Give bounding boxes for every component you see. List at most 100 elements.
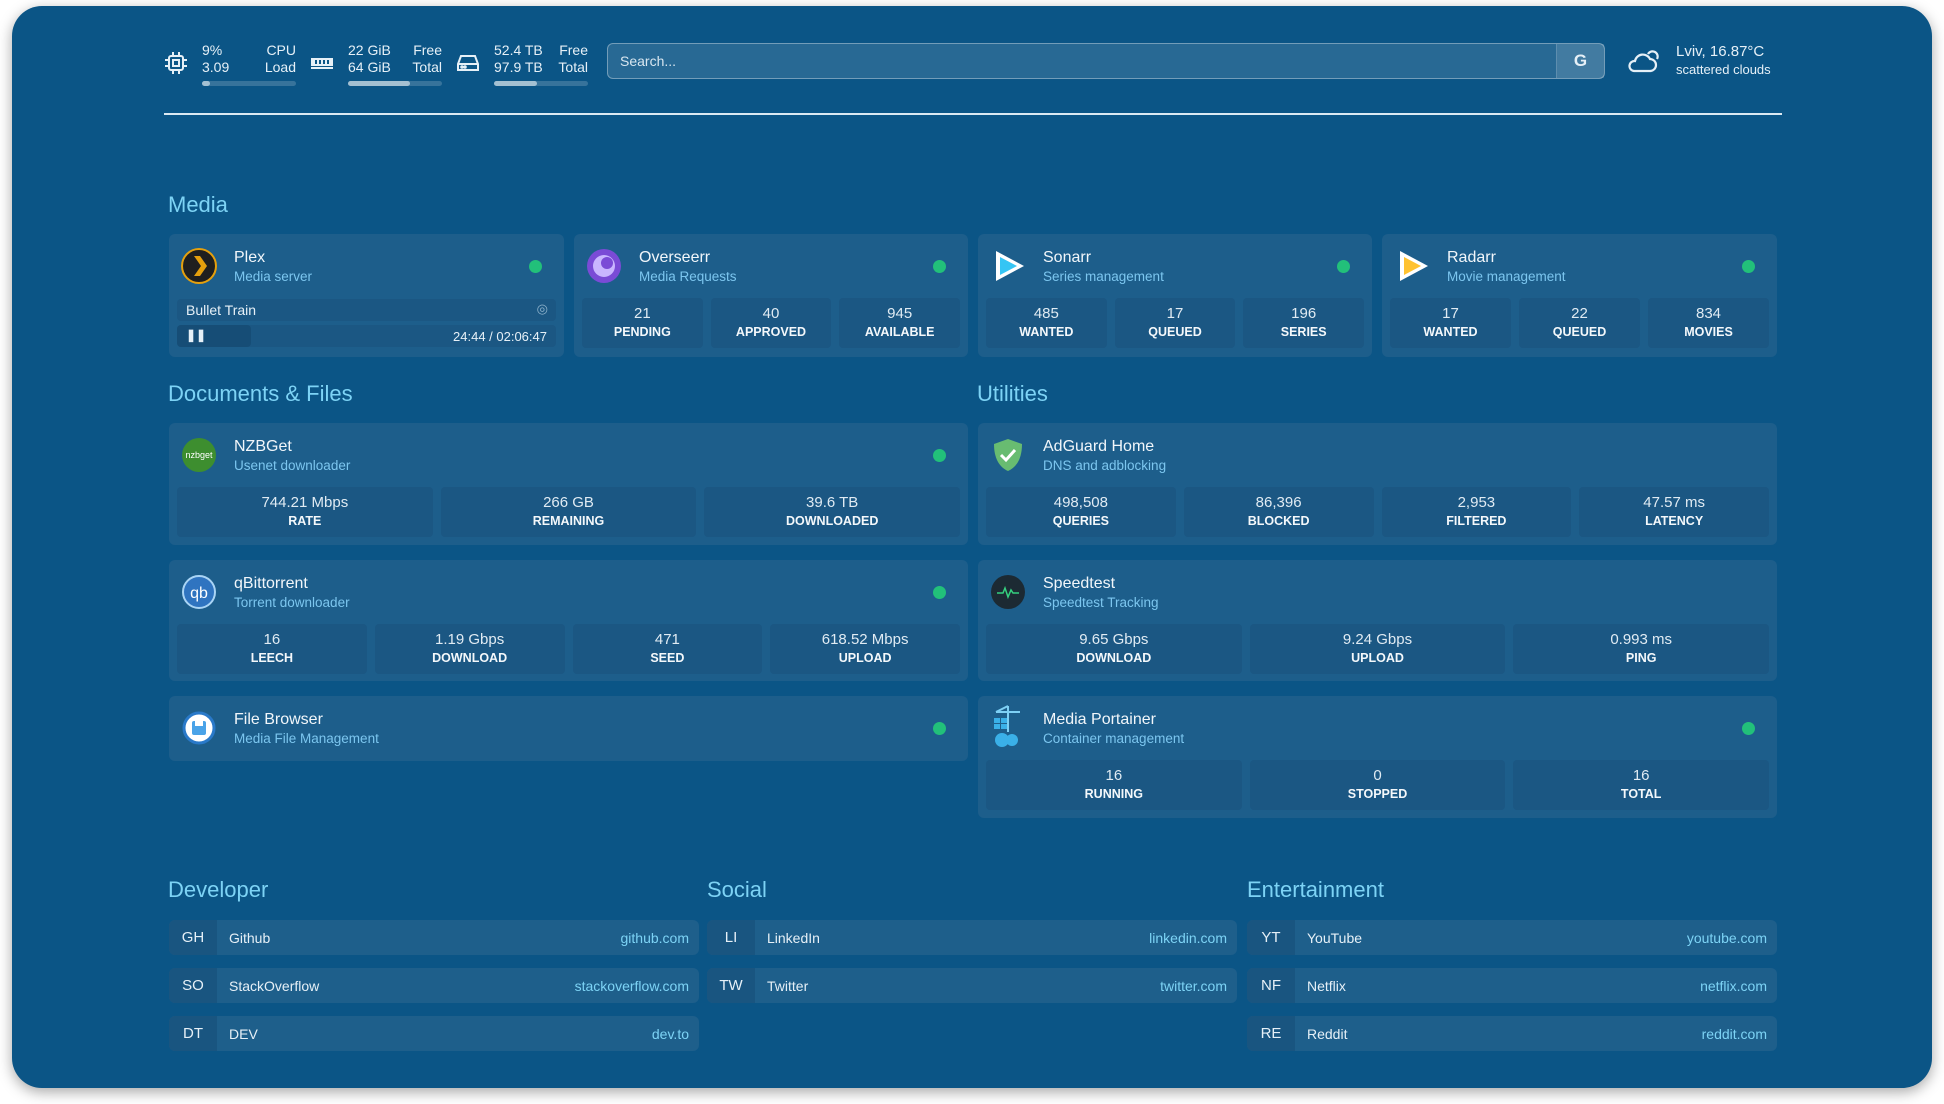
stat-value: 498,508 [1053,494,1108,511]
weather-widget: Lviv, 16.87°C scattered clouds [1626,42,1771,77]
file-browser-icon [182,711,216,745]
transcode-icon: ◎ [536,301,548,316]
service-card-radarr[interactable]: Radarr Movie management 17 WANTED 22 QUEUE… [1382,234,1777,357]
stat-available: 945 AVAILABLE [839,298,961,348]
service-card-adguard[interactable]: AdGuard Home DNS and adblocking 498,508 Q… [978,423,1777,545]
bookmark-url[interactable]: linkedin.com [1149,929,1227,946]
bookmark-linkedin[interactable]: LI LinkedIn linkedin.com [707,920,1237,955]
stat-value: 17 [1166,305,1184,322]
total-label: Total [412,59,442,75]
search-engine-button[interactable]: G [1556,44,1604,78]
stat-label: TOTAL [1620,787,1662,801]
bookmark-youtube[interactable]: YT YouTube youtube.com [1247,920,1777,955]
service-stats: 744.21 Mbps RATE 266 GB REMAINING 39.6 TB D… [177,487,961,537]
service-card-speedtest[interactable]: Speedtest Speedtest Tracking 9.65 Gbps DO… [978,560,1777,681]
service-name: Media Portainer [1043,711,1156,728]
stat-label: QUEUED [1148,325,1202,339]
stat-download: 9.65 Gbps DOWNLOAD [986,624,1242,674]
stat-label: RATE [288,514,322,528]
bookmark-url[interactable]: twitter.com [1160,977,1227,994]
stat-stopped: 0 STOPPED [1249,760,1506,810]
stat-label: DOWNLOAD [1076,651,1152,665]
service-card-plex[interactable]: Plex Media server Bullet Train ◎ ❚❚ 24:4… [169,234,564,357]
service-card-qbittorrent[interactable]: qb qBittorrent Torrent downloader 16 LEEC… [169,560,968,681]
section-title-social: Social [707,877,767,902]
service-description: Media server [234,269,313,284]
service-name: Plex [234,249,266,266]
service-card-sonarr[interactable]: Sonarr Series management 485 WANTED 17 QUE… [978,234,1372,357]
pause-icon[interactable]: ❚❚ [186,328,207,342]
bookmark-url[interactable]: dev.to [651,1025,689,1042]
stat-running: 16 RUNNING [986,760,1242,810]
status-online-icon [529,260,542,273]
service-name: AdGuard Home [1043,438,1155,455]
stat-label: BLOCKED [1247,514,1310,528]
stat-download: 1.19 Gbps DOWNLOAD [374,624,565,674]
bookmark-url[interactable]: github.com [620,929,689,946]
stat-wanted: 485 WANTED [986,298,1107,348]
now-playing-title: Bullet Train [186,302,257,318]
stat-value: 86,396 [1255,494,1302,511]
bookmark-twitter[interactable]: TW Twitter twitter.com [707,968,1237,1003]
disk-bar [494,81,588,86]
bookmark-name: Netflix [1307,977,1346,994]
service-card-overseerr[interactable]: Overseerr Media Requests 21 PENDING 40 APP… [574,234,968,357]
playback-time: 24:44 / 02:06:47 [453,329,547,344]
stat-value: 196 [1291,305,1317,322]
stat-value: 16 [263,631,281,648]
service-stats: 17 WANTED 22 QUEUED 834 MOVIES [1390,298,1769,348]
search-input[interactable] [608,44,1556,78]
bookmark-url[interactable]: stackoverflow.com [574,977,689,994]
stat-value: 0 [1373,767,1382,784]
hard-drive-icon [457,55,479,71]
bookmark-name: DEV [229,1025,258,1042]
service-name: Speedtest [1043,575,1116,592]
stat-series: 196 SERIES [1243,298,1365,348]
stat-blocked: 86,396 BLOCKED [1183,487,1374,537]
radarr-icon [1400,251,1428,281]
service-name: qBittorrent [234,575,308,592]
bookmark-name: Reddit [1307,1025,1348,1042]
stat-label: MOVIES [1684,325,1733,339]
bookmark-github[interactable]: GH Github github.com [169,920,699,955]
service-stats: 21 PENDING 40 APPROVED 945 AVAILABLE [582,298,961,348]
cpu-usage: 9% [202,42,223,58]
service-card-nzbget[interactable]: nzbget NZBGet Usenet downloader 744.21 M… [169,423,968,545]
service-description: Media File Management [234,731,379,746]
cloud-sun-icon [1628,49,1659,72]
weather-location-temp: Lviv, 16.87°C [1676,43,1765,60]
service-card-file-browser[interactable]: File Browser Media File Management [169,696,968,761]
status-online-icon [1337,260,1350,273]
bookmark-abbreviation: DT [169,1016,217,1051]
free-label: Free [559,42,588,58]
stat-queries: 498,508 QUERIES [986,487,1176,537]
bookmark-name: Github [229,929,271,946]
resource-widgets: 9% 3.09 CPU Load 22 GiB 64 GiB Free Total 52.4… [164,38,1782,88]
stat-value: 16 [1632,767,1650,784]
service-description: Media Requests [639,269,737,284]
stat-wanted: 17 WANTED [1390,298,1511,348]
bookmark-name: LinkedIn [767,929,820,946]
stat-label: APPROVED [735,325,807,339]
stat-queued: 17 QUEUED [1114,298,1236,348]
bookmark-netflix[interactable]: NF Netflix netflix.com [1247,968,1777,1003]
stat-value: 618.52 Mbps [821,631,909,648]
search-bar: G [607,43,1605,79]
bookmark-dev[interactable]: DT DEV dev.to [169,1016,699,1051]
memory-icon [311,58,333,69]
stat-queued: 22 QUEUED [1519,298,1640,348]
bookmark-url[interactable]: netflix.com [1700,977,1767,994]
stat-total: 16 TOTAL [1513,760,1770,810]
service-description: Usenet downloader [234,458,351,473]
service-card-portainer[interactable]: Media Portainer Container management 16 R… [978,696,1777,818]
bookmark-url[interactable]: youtube.com [1686,929,1767,946]
bookmark-abbreviation: SO [169,968,217,1003]
section-title-documents: Documents & Files [168,381,353,406]
stat-label: QUEUED [1552,325,1607,339]
stat-leech: 16 LEECH [177,624,367,674]
cpu-load: 3.09 [202,59,230,75]
bookmark-reddit[interactable]: RE Reddit reddit.com [1247,1016,1777,1051]
bookmark-url[interactable]: reddit.com [1701,1025,1767,1042]
service-name: Sonarr [1043,249,1092,266]
bookmark-stackoverflow[interactable]: SO StackOverflow stackoverflow.com [169,968,699,1003]
